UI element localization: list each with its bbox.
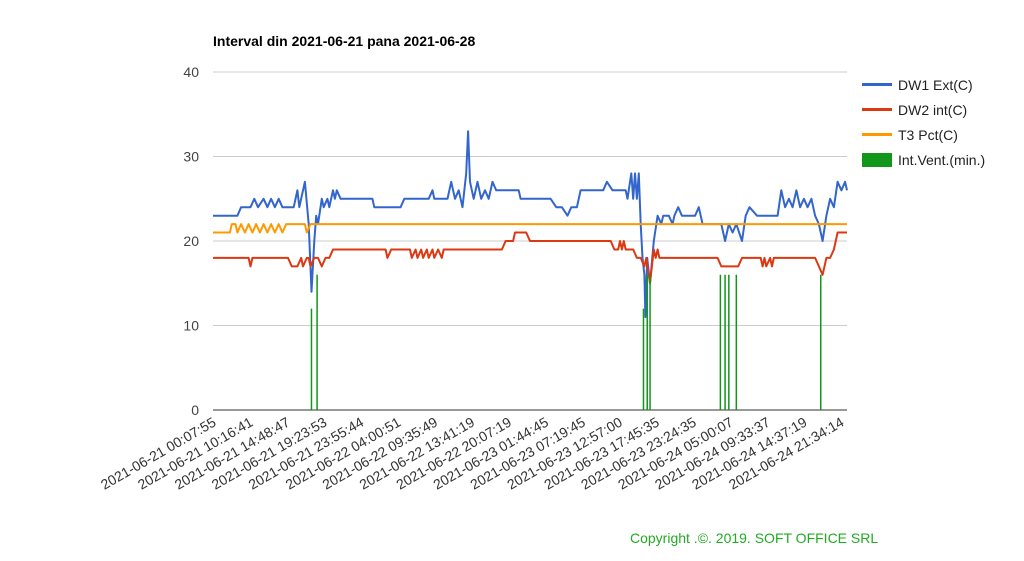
legend-item-ext[interactable]: DW1 Ext(C) — [862, 72, 985, 97]
series-line — [213, 231, 847, 285]
y-tick-label: 10 — [183, 318, 199, 334]
legend-swatch-pct — [862, 133, 892, 136]
y-tick-label: 30 — [183, 149, 199, 165]
legend-label: DW2 int(C) — [898, 101, 968, 118]
legend-label: T3 Pct(C) — [898, 126, 958, 143]
series-line — [213, 130, 848, 319]
legend-swatch-vent — [862, 152, 892, 167]
legend-swatch-ext — [862, 83, 892, 86]
copyright-text: Copyright .©. 2019. SOFT OFFICE SRL — [630, 530, 879, 546]
y-tick-label: 0 — [191, 402, 199, 418]
legend-label: Int.Vent.(min.) — [898, 151, 986, 168]
legend-item-int[interactable]: DW2 int(C) — [862, 97, 985, 122]
y-tick-label: 20 — [183, 233, 199, 249]
chart-title: Interval din 2021-06-21 pana 2021-06-28 — [213, 33, 476, 49]
legend: DW1 Ext(C) DW2 int(C) T3 Pct(C) Int.Vent… — [862, 72, 985, 172]
y-axis: 0 10 20 30 40 — [183, 64, 199, 418]
series-line — [213, 223, 847, 234]
legend-label: DW1 Ext(C) — [898, 76, 973, 93]
legend-swatch-int — [862, 108, 892, 111]
series-lines — [213, 130, 848, 410]
legend-item-pct[interactable]: T3 Pct(C) — [862, 122, 985, 147]
y-tick-label: 40 — [183, 64, 199, 80]
legend-item-vent[interactable]: Int.Vent.(min.) — [862, 147, 985, 172]
